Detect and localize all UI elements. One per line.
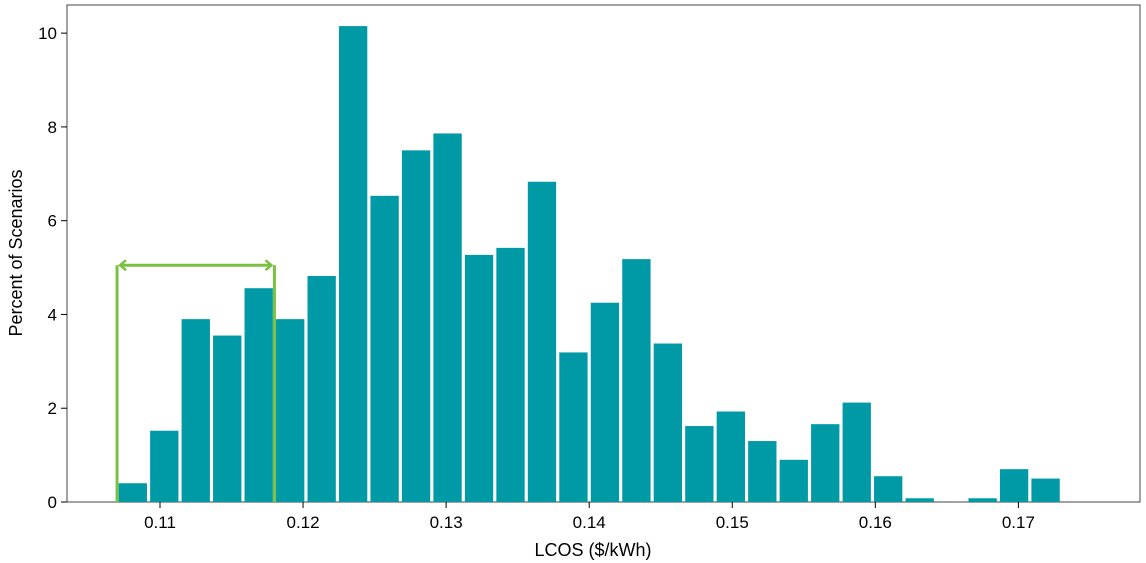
histogram-bar (150, 430, 179, 502)
histogram-bar (842, 402, 871, 502)
histogram-bar (874, 476, 903, 502)
x-tick-label: 0.16 (859, 513, 892, 532)
histogram-bar (244, 288, 273, 502)
y-tick-label: 8 (48, 118, 57, 137)
y-axis: 0 2 4 6 8 10 (38, 24, 67, 512)
histogram-bar (401, 150, 431, 502)
x-tick-label: 0.15 (716, 513, 749, 532)
x-tick-label: 0.13 (430, 513, 463, 532)
histogram-bar (811, 424, 840, 502)
x-axis-label: LCOS ($/kWh) (534, 540, 651, 560)
x-tick-label: 0.11 (144, 513, 176, 532)
histogram-bar (590, 302, 620, 502)
y-tick-label: 10 (38, 24, 57, 43)
histogram-bar (905, 498, 934, 502)
annotation-layer (115, 259, 276, 502)
histogram-bar (999, 469, 1029, 502)
histogram-bar (1031, 478, 1060, 502)
arrowhead-left-icon (118, 259, 127, 272)
x-tick-label: 0.17 (1002, 513, 1035, 532)
histogram-bar (685, 426, 714, 502)
x-tick-label: 0.14 (573, 513, 606, 532)
histogram-bar (622, 259, 651, 502)
histogram-bar (968, 498, 997, 502)
arrowhead-right-icon (264, 259, 274, 272)
y-tick-label: 0 (48, 493, 57, 512)
histogram-bar (338, 26, 368, 502)
histogram-bar (779, 459, 808, 502)
y-tick-label: 6 (48, 212, 57, 231)
histogram-bar (653, 343, 683, 502)
histogram-bar (370, 195, 399, 503)
histogram-bar (213, 335, 242, 502)
histogram-bar (716, 411, 745, 502)
histogram-bar (433, 133, 462, 502)
y-axis-label: Percent of Scenarios (6, 169, 26, 336)
histogram-bar (496, 247, 525, 502)
x-tick-label: 0.12 (287, 513, 320, 532)
histogram-bar (748, 441, 777, 502)
y-tick-label: 4 (48, 305, 57, 324)
histogram-bar (181, 319, 210, 502)
histogram-bar (118, 483, 147, 502)
x-axis: 0.11 0.12 0.13 0.14 0.15 0.16 0.17 (144, 502, 1035, 532)
bars-layer (118, 26, 1060, 503)
y-tick-label: 2 (48, 399, 57, 418)
histogram-bar (559, 352, 588, 502)
histogram-bar (276, 319, 305, 502)
histogram-bar (464, 254, 494, 502)
histogram-bar (527, 181, 557, 502)
histogram-bar (307, 276, 336, 502)
